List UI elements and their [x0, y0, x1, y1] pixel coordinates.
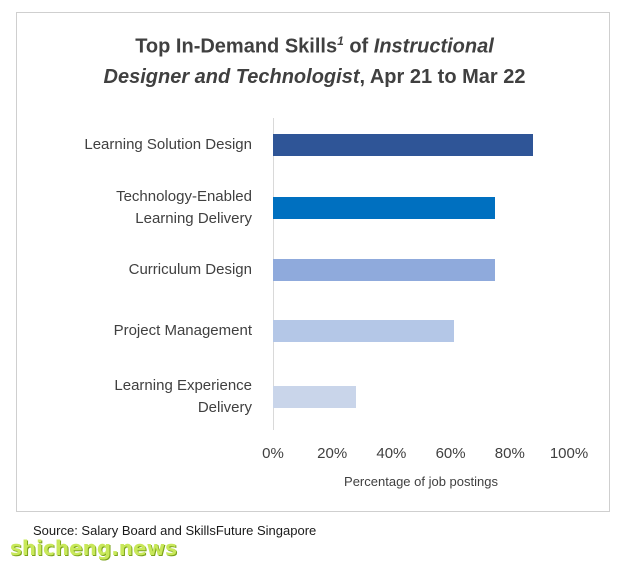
- category-label-3: Curriculum Design: [22, 259, 252, 281]
- category-label-1: Learning Solution Design: [22, 134, 252, 156]
- x-tick-label: 80%: [494, 445, 525, 462]
- category-label-line: Delivery: [197, 399, 252, 416]
- bar-3: [273, 259, 495, 281]
- category-label-line: Technology-Enabled: [116, 188, 252, 205]
- x-tick-label: 60%: [435, 445, 466, 462]
- category-label-line: Learning Delivery: [135, 210, 252, 227]
- category-label-5: Learning Experience Delivery: [22, 375, 252, 419]
- title-italic-2: Designer and Technologist: [103, 65, 360, 88]
- category-label-line: Project Management: [113, 322, 252, 339]
- x-tick-label: 100%: [549, 445, 589, 462]
- chart-title: Top In-Demand Skills1 of Instructional D…: [0, 26, 629, 92]
- title-italic-1: Instructional: [373, 35, 494, 58]
- source-note: Source: Salary Board and SkillsFuture Si…: [33, 523, 317, 538]
- x-axis-label: Percentage of job postings: [344, 474, 498, 489]
- bar-4: [273, 320, 454, 342]
- x-tick-label: 20%: [317, 445, 348, 462]
- category-label-4: Project Management: [22, 320, 252, 342]
- title-superscript: 1: [337, 34, 344, 48]
- category-label-line: Learning Solution Design: [84, 136, 252, 153]
- title-middle: of: [343, 35, 374, 58]
- x-tick-label: 0%: [262, 445, 284, 462]
- category-label-line: Learning Experience: [114, 377, 252, 394]
- bar-2: [273, 197, 495, 219]
- x-tick-label: 40%: [376, 445, 407, 462]
- title-prefix: Top In-Demand Skills: [135, 35, 338, 58]
- bar-1: [273, 134, 534, 156]
- category-label-2: Technology-Enabled Learning Delivery: [22, 186, 252, 230]
- bar-5: [273, 386, 356, 408]
- watermark-logo: shicheng.news: [10, 536, 177, 560]
- title-suffix: , Apr 21 to Mar 22: [359, 65, 526, 88]
- category-label-line: Curriculum Design: [128, 261, 252, 278]
